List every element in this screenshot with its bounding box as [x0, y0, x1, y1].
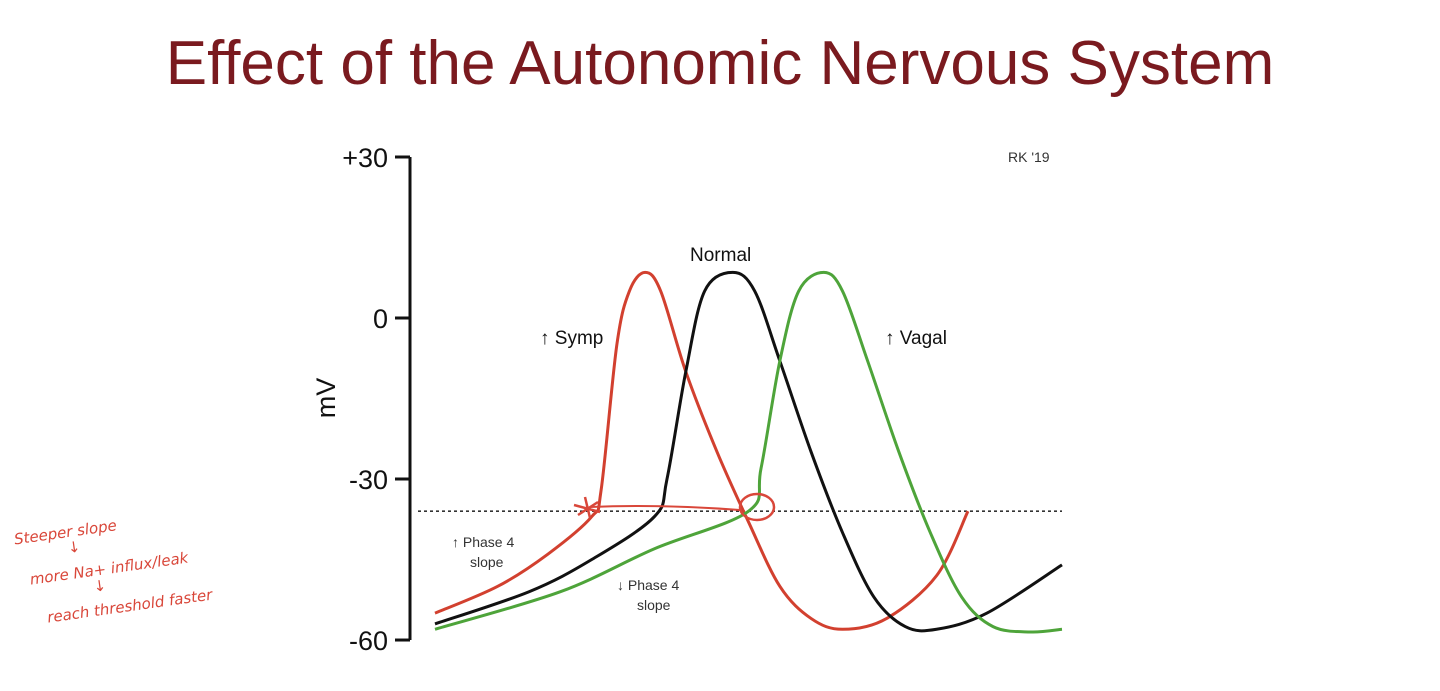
ink-circle	[738, 492, 776, 522]
handwritten-note-3: reach threshold faster	[46, 585, 214, 626]
slide-title: Effect of the Autonomic Nervous System	[165, 29, 1275, 98]
symp-slope-label: ↑ Phase 4	[452, 534, 514, 550]
handwritten-arrow-1: ↓	[67, 537, 82, 557]
y-tick-label: +30	[342, 143, 388, 173]
symp-slope-label-2: slope	[470, 554, 504, 570]
handwritten-note-1: Steeper slope	[13, 516, 118, 548]
ink-star-mark	[573, 496, 601, 519]
ink-threshold-line	[589, 505, 741, 511]
series-label-vagal: ↑ Vagal	[885, 328, 947, 349]
vagal-slope-label: ↓ Phase 4	[617, 577, 679, 593]
credit: RK '19	[1008, 149, 1050, 165]
y-axis-label: mV	[311, 378, 341, 419]
handwritten-arrow-2: ↓	[92, 576, 107, 596]
y-tick-label: -60	[349, 626, 388, 656]
vagal-slope-label-2: slope	[637, 597, 671, 613]
series-label-normal: Normal	[690, 245, 751, 266]
series-label-symp: ↑ Symp	[540, 328, 603, 349]
series-line-symp	[434, 270, 970, 631]
series-line-normal	[434, 270, 1063, 633]
y-tick-label: -30	[349, 465, 388, 495]
ink-marks	[573, 492, 776, 522]
handwritten-note-2: more Na+ influx/leak	[29, 548, 191, 588]
series-line-vagal	[434, 270, 1063, 634]
y-tick-label: 0	[373, 304, 388, 334]
